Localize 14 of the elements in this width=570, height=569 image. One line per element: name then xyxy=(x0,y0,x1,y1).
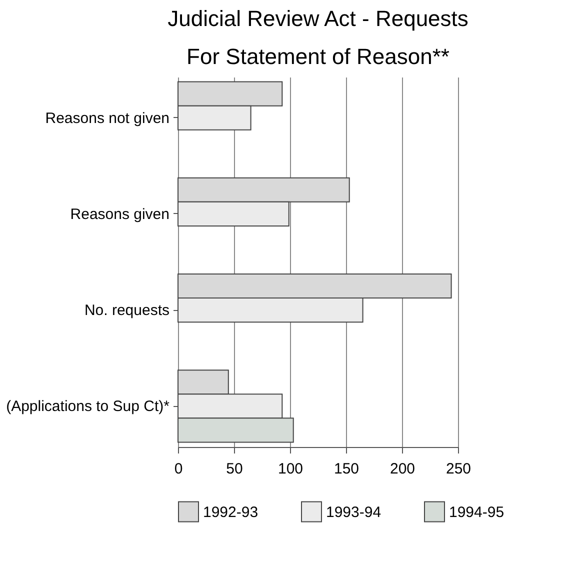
x-tick-label: 200 xyxy=(390,460,416,478)
y-tick-label: Reasons given xyxy=(70,206,170,223)
x-tick-label: 250 xyxy=(446,460,472,478)
x-tick-label: 50 xyxy=(226,460,243,478)
x-tick-label: 0 xyxy=(174,460,183,478)
legend-label: 1994-95 xyxy=(449,504,504,521)
x-tick-label: 150 xyxy=(334,460,360,478)
y-tick-label: No. requests xyxy=(84,302,170,320)
legend-label: 1992-93 xyxy=(203,504,258,521)
y-tick-label: Reasons not given xyxy=(45,110,170,127)
legend-label: 1993-94 xyxy=(326,504,382,521)
y-tick-label: (Applications to Sup Ct)* xyxy=(6,398,170,416)
chart-title: Judicial Review Act - Requests For Statement of Reason** xyxy=(168,6,468,69)
x-tick-label: 100 xyxy=(278,460,304,478)
